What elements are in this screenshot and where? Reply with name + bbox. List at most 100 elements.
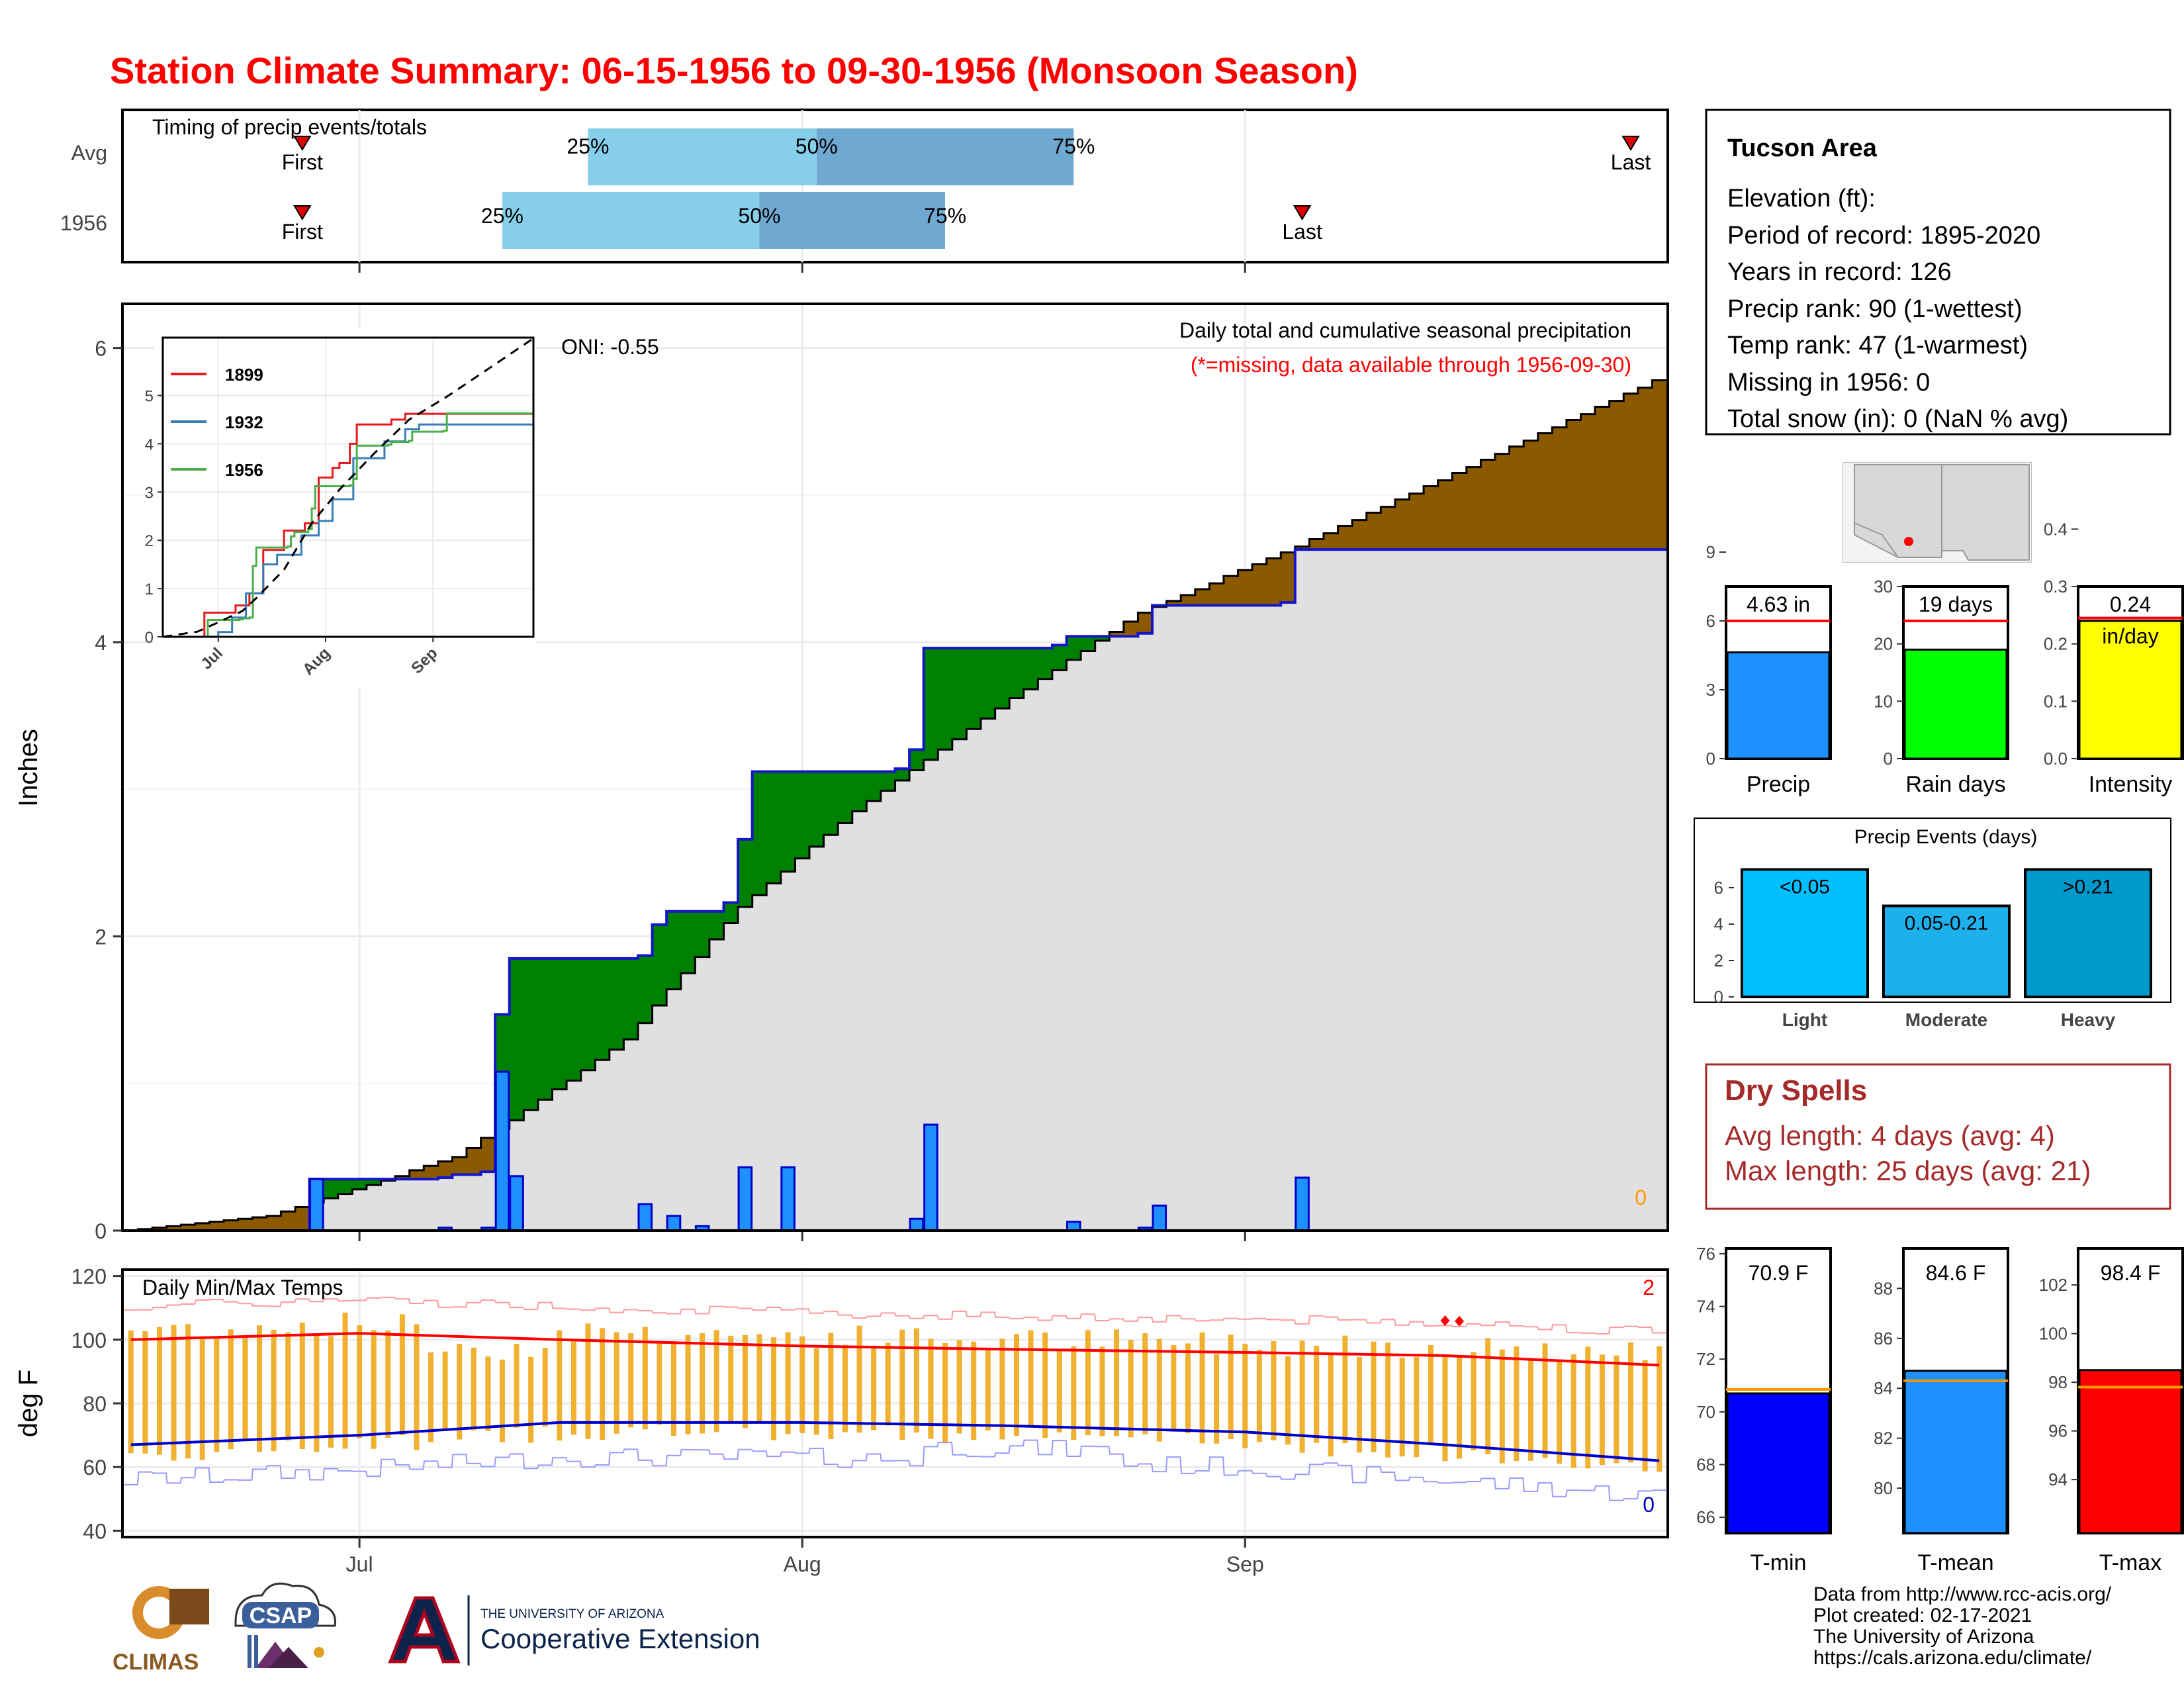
timing-last-marker: [1293, 205, 1312, 220]
events-ytick-label: 6: [1714, 878, 1723, 898]
inset-legend: 1899 1932 1956: [171, 365, 263, 480]
below-average-area: [281, 1211, 296, 1231]
inset-ytick-label: 3: [145, 484, 154, 502]
below-average-area: [1394, 499, 1410, 550]
below-average-area: [224, 1220, 239, 1231]
daily-temp-bar: [913, 1328, 919, 1433]
below-average-area: [1309, 539, 1324, 550]
daily-temp-bar: [1542, 1343, 1548, 1458]
intensity-gauge-tick-label: 0.2: [2044, 634, 2068, 654]
tmean-gauge-value: 84.6 F: [1926, 1261, 1986, 1285]
cumulative-base-area: [623, 1039, 639, 1231]
below-average-area: [1138, 612, 1153, 633]
above-average-area: [795, 771, 810, 859]
above-average-area: [738, 839, 753, 908]
above-average-area: [723, 902, 739, 923]
raindays-gauge-tick-label: 30: [1874, 577, 1893, 596]
csap-logo: CSAP: [234, 1582, 336, 1668]
above-average-area: [952, 648, 968, 739]
normal-max-line: [130, 1332, 1660, 1367]
event-bar-light: [1741, 868, 1869, 998]
footer-line-created: Plot created: 02-17-2021: [1813, 1605, 2032, 1626]
below-average-area: [1209, 583, 1224, 606]
station-line-precip-rank: Precip rank: 90 (1-wettest): [1727, 295, 2023, 323]
observed-cumulative-line: [124, 548, 1666, 1232]
cumulative-base-area: [1466, 549, 1482, 1231]
university-of-arizona-logo: THE UNIVERSITY OF ARIZONA Cooperative Ex…: [388, 1595, 760, 1665]
daily-temp-bar: [728, 1335, 734, 1423]
cumulative-base-area: [652, 1006, 667, 1231]
daily-temp-bar: [570, 1341, 576, 1435]
temp-label: Daily Min/Max Temps: [142, 1276, 343, 1299]
tmin-gauge-tick-label: 72: [1696, 1349, 1715, 1369]
below-average-area: [181, 1225, 196, 1231]
month-axis-label: Aug: [784, 1552, 821, 1576]
daily-temp-bar: [1642, 1360, 1648, 1472]
daily-temp-bar: [628, 1333, 634, 1428]
daily-temp-bar: [542, 1348, 548, 1427]
daily-temp-bar: [128, 1330, 134, 1454]
daily-temp-bar: [985, 1348, 991, 1431]
cumulative-base-area: [1452, 549, 1467, 1231]
cumulative-base-area: [366, 1185, 382, 1231]
daily-temp-bar: [856, 1325, 862, 1433]
below-average-area: [1223, 576, 1239, 606]
cumulative-base-area: [1352, 549, 1367, 1231]
daily-temp-bar: [385, 1330, 391, 1438]
cumulative-base-area: [1123, 636, 1139, 1231]
locator-map: [1842, 461, 2032, 563]
above-average-area: [1038, 648, 1053, 679]
missing-count: 0: [1635, 1186, 1647, 1209]
inset-legend-1956: 1956: [225, 460, 263, 480]
above-average-area: [1052, 645, 1068, 671]
cumulative-base-area: [866, 801, 882, 1231]
daily-temp-bar: [228, 1329, 234, 1450]
above-average-area: [652, 924, 667, 1006]
below-average-area: [1366, 512, 1381, 550]
cumulative-base-area: [1338, 549, 1353, 1231]
daily-temp-bar: [685, 1335, 691, 1434]
logos-strip: CLIMAS CSAP THE UNIVERSITY OF ARIZONA Co…: [106, 1575, 807, 1675]
raindays-gauge-tick-label: 0: [1884, 749, 1893, 769]
cumulative-base-area: [1366, 549, 1381, 1231]
daily-temp-bar: [885, 1342, 891, 1426]
precip-ytick-label: 4: [95, 631, 107, 655]
cumulative-base-area: [1166, 605, 1181, 1231]
daily-precip-bar: [666, 1215, 682, 1232]
cumulative-base-area: [1495, 549, 1510, 1231]
event-bar-value: <0.05: [1780, 876, 1830, 898]
intensity-gauge-tick-label: 0.1: [2044, 691, 2068, 711]
cumulative-base-area: [437, 1178, 453, 1231]
footer-line-university: The University of Arizona: [1813, 1626, 2034, 1648]
record-high-marker: [1455, 1315, 1465, 1327]
precip-panel: 0 2 4 6 Inches Daily total and cumulative s…: [14, 303, 1669, 1243]
oni-label: ONI: -0.55: [561, 335, 659, 359]
raindays-gauge-tick-label: 20: [1874, 634, 1893, 654]
daily-temp-bar: [1285, 1356, 1291, 1445]
daily-temp-bar: [956, 1340, 962, 1434]
cumulative-base-area: [1238, 605, 1253, 1231]
cumulative-base-area: [409, 1179, 424, 1231]
cumulative-base-area: [680, 973, 696, 1231]
daily-temp-bar: [1628, 1342, 1634, 1463]
daily-temp-bar: [871, 1345, 877, 1430]
above-average-area: [923, 648, 938, 760]
daily-precip-bar: [509, 1175, 524, 1232]
daily-temp-bar: [670, 1340, 676, 1436]
below-average-area: [452, 1156, 467, 1175]
cumulative-base-area: [1038, 679, 1053, 1231]
timing-q75-label: 75%: [924, 204, 966, 228]
cumulative-base-area: [1509, 549, 1524, 1231]
above-average-area: [766, 771, 782, 884]
below-average-area: [1524, 440, 1539, 550]
figure-title: Station Climate Summary: 06-15-1956 to 0…: [110, 50, 1358, 91]
cumulative-base-area: [1566, 549, 1582, 1231]
cumulative-base-area: [1138, 633, 1153, 1231]
timing-last-marker: [1621, 136, 1640, 151]
station-line-temp-rank: Temp rank: 47 (1-warmest): [1727, 332, 2028, 359]
footer-line-data: Data from http://www.rcc-acis.org/: [1813, 1583, 2112, 1605]
below-average-area: [467, 1148, 482, 1175]
daily-temp-bar: [499, 1359, 505, 1442]
precip-ytick-label: 0: [95, 1219, 107, 1243]
below-average-area: [1281, 552, 1296, 603]
